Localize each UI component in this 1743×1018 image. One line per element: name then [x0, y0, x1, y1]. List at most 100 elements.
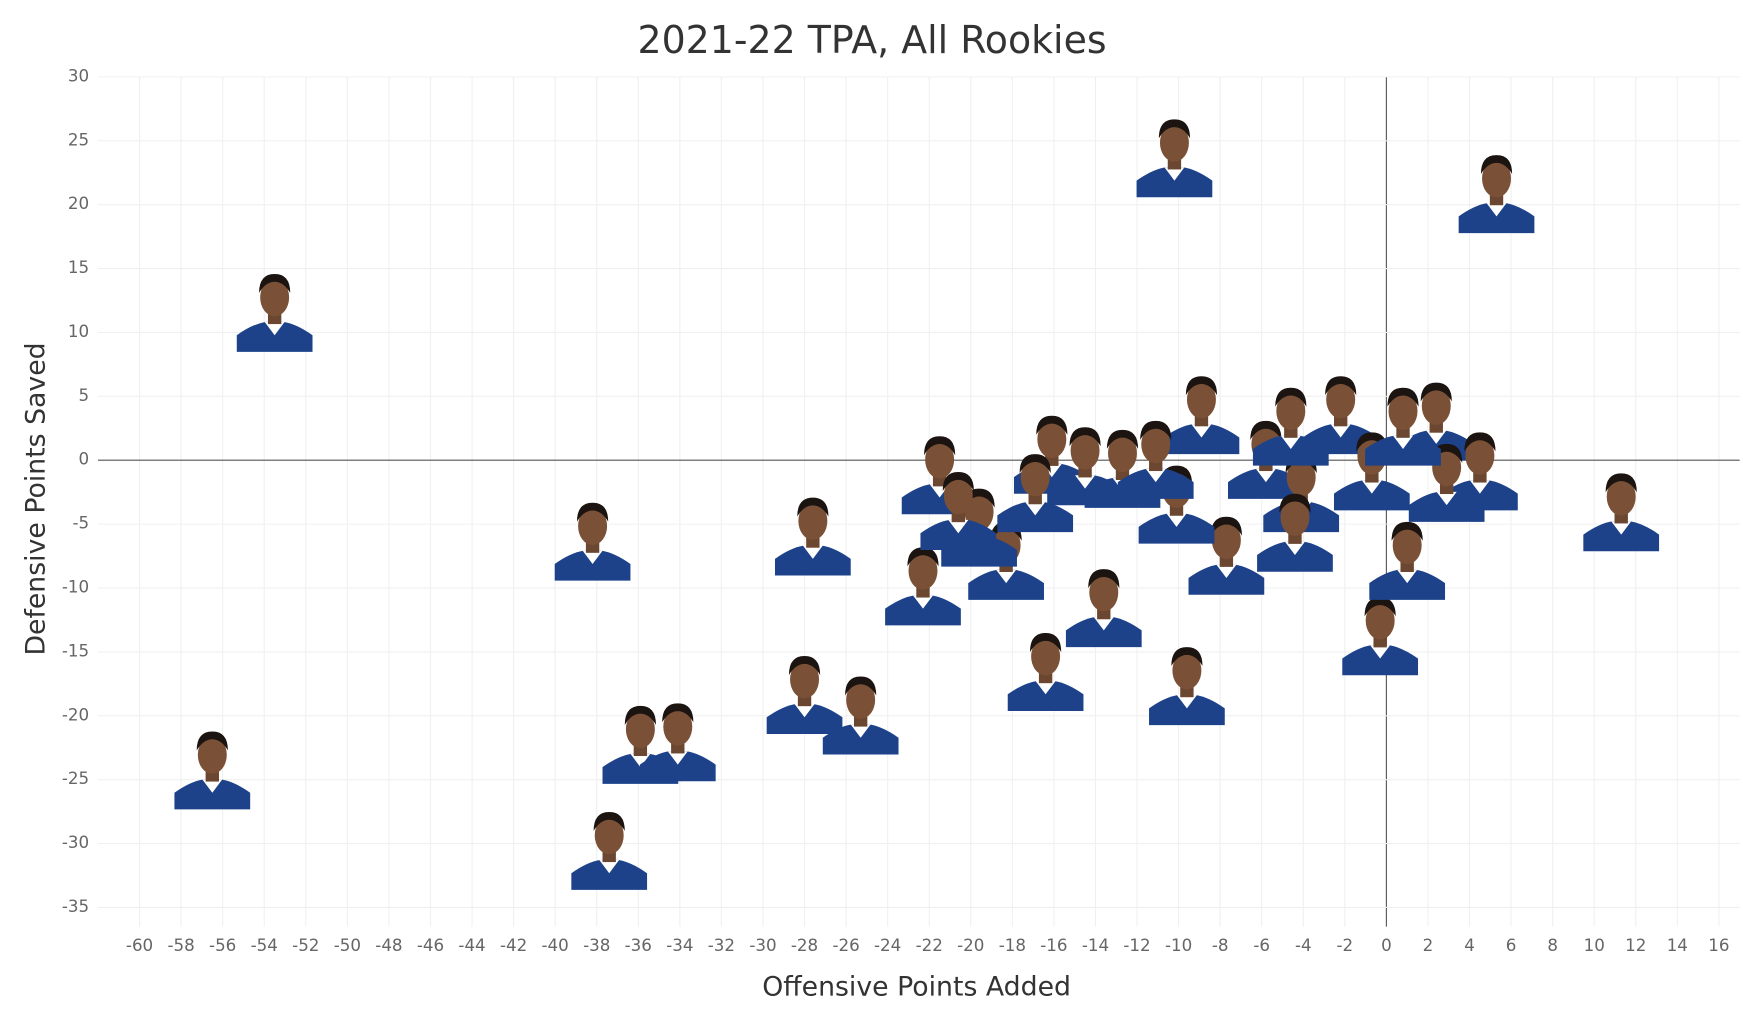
neck	[633, 744, 648, 757]
player-marker	[1047, 427, 1123, 506]
head	[1141, 425, 1171, 464]
x-tick-label: -38	[583, 935, 610, 955]
hair	[1140, 420, 1172, 440]
jersey	[1369, 569, 1446, 600]
jersey	[1252, 435, 1329, 466]
y-tick-label: -10	[62, 577, 89, 597]
head	[846, 680, 876, 719]
player-marker	[639, 703, 716, 782]
x-tick-label: -8	[1212, 935, 1229, 955]
jersey-neck	[996, 569, 1017, 584]
jersey	[1117, 468, 1194, 499]
x-tick-label: -2	[1337, 935, 1354, 955]
head	[1070, 431, 1100, 470]
jersey-neck	[1164, 167, 1185, 181]
hair	[1605, 473, 1637, 493]
head	[1211, 521, 1241, 560]
jersey-neck	[912, 595, 934, 609]
jersey	[1163, 424, 1240, 455]
head	[1186, 380, 1216, 419]
neck	[1439, 482, 1454, 495]
head	[1286, 458, 1316, 497]
hair	[259, 273, 291, 293]
neck	[1429, 421, 1443, 433]
neck	[1365, 471, 1379, 483]
jersey	[774, 545, 851, 576]
neck	[932, 475, 947, 487]
player-marker	[1149, 647, 1225, 726]
hair	[1171, 647, 1203, 667]
hair	[576, 502, 609, 522]
hair	[1069, 427, 1101, 447]
y-axis-title: Defensive Points Saved	[20, 342, 51, 655]
jersey-neck	[1166, 513, 1187, 527]
x-axis-title: Offensive Points Added	[762, 971, 1071, 1002]
chart-title: 2021-22 TPA, All Rookies	[638, 18, 1107, 62]
y-tick-label: -20	[62, 704, 89, 724]
hair	[788, 656, 821, 675]
head	[1276, 392, 1306, 431]
head	[578, 507, 608, 546]
jersey-neck	[794, 703, 815, 718]
jersey-neck	[1216, 564, 1237, 579]
hair	[1464, 432, 1496, 452]
neck	[1333, 415, 1348, 427]
neck	[1288, 532, 1302, 544]
jersey-neck	[802, 545, 823, 559]
head	[625, 710, 655, 749]
neck	[1400, 560, 1414, 572]
x-tick-label: -50	[334, 935, 361, 955]
hair	[1019, 454, 1051, 474]
jersey-neck	[1361, 480, 1382, 494]
jersey	[236, 321, 313, 352]
jersey-neck	[1025, 502, 1046, 516]
neck	[1614, 512, 1628, 524]
x-tick-label: -40	[542, 935, 569, 955]
head	[1089, 573, 1119, 612]
x-tick-label: -28	[791, 935, 818, 955]
head	[1606, 477, 1636, 516]
hair	[1185, 376, 1218, 396]
neck	[916, 586, 930, 598]
x-tick-label: -30	[749, 935, 776, 955]
jersey-neck	[599, 859, 620, 874]
jersey	[1227, 468, 1304, 499]
player-marker	[1342, 597, 1419, 676]
hair	[1391, 521, 1423, 541]
y-tick-label: 25	[68, 129, 89, 149]
jersey	[1188, 564, 1265, 595]
hair	[942, 472, 974, 491]
neck	[602, 850, 616, 863]
neck	[1284, 426, 1298, 438]
head	[594, 816, 624, 855]
y-tick-label: 5	[78, 385, 89, 405]
hair	[797, 497, 829, 517]
y-tick-label: 15	[68, 257, 89, 277]
jersey	[1065, 617, 1142, 648]
hair	[662, 703, 694, 723]
jersey	[997, 502, 1074, 533]
hair	[1036, 415, 1068, 435]
head	[798, 502, 828, 540]
jersey-neck	[850, 724, 871, 738]
head	[1388, 392, 1418, 431]
x-tick-label: 14	[1667, 935, 1688, 955]
neck	[951, 511, 965, 523]
x-tick-label: -12	[1123, 935, 1150, 955]
y-tick-label: 0	[78, 449, 89, 469]
head	[925, 440, 955, 479]
head	[260, 278, 290, 317]
hair	[1364, 597, 1396, 617]
jersey	[1333, 480, 1410, 511]
neck	[1194, 415, 1209, 427]
player-marker	[774, 497, 851, 576]
jersey-neck	[202, 779, 223, 793]
x-tick-label: -14	[1082, 935, 1109, 955]
neck	[267, 312, 282, 325]
hair	[1480, 155, 1513, 175]
x-tick-label: -44	[458, 935, 485, 955]
jersey	[1583, 521, 1660, 552]
hair	[624, 705, 656, 725]
neck	[205, 770, 219, 782]
